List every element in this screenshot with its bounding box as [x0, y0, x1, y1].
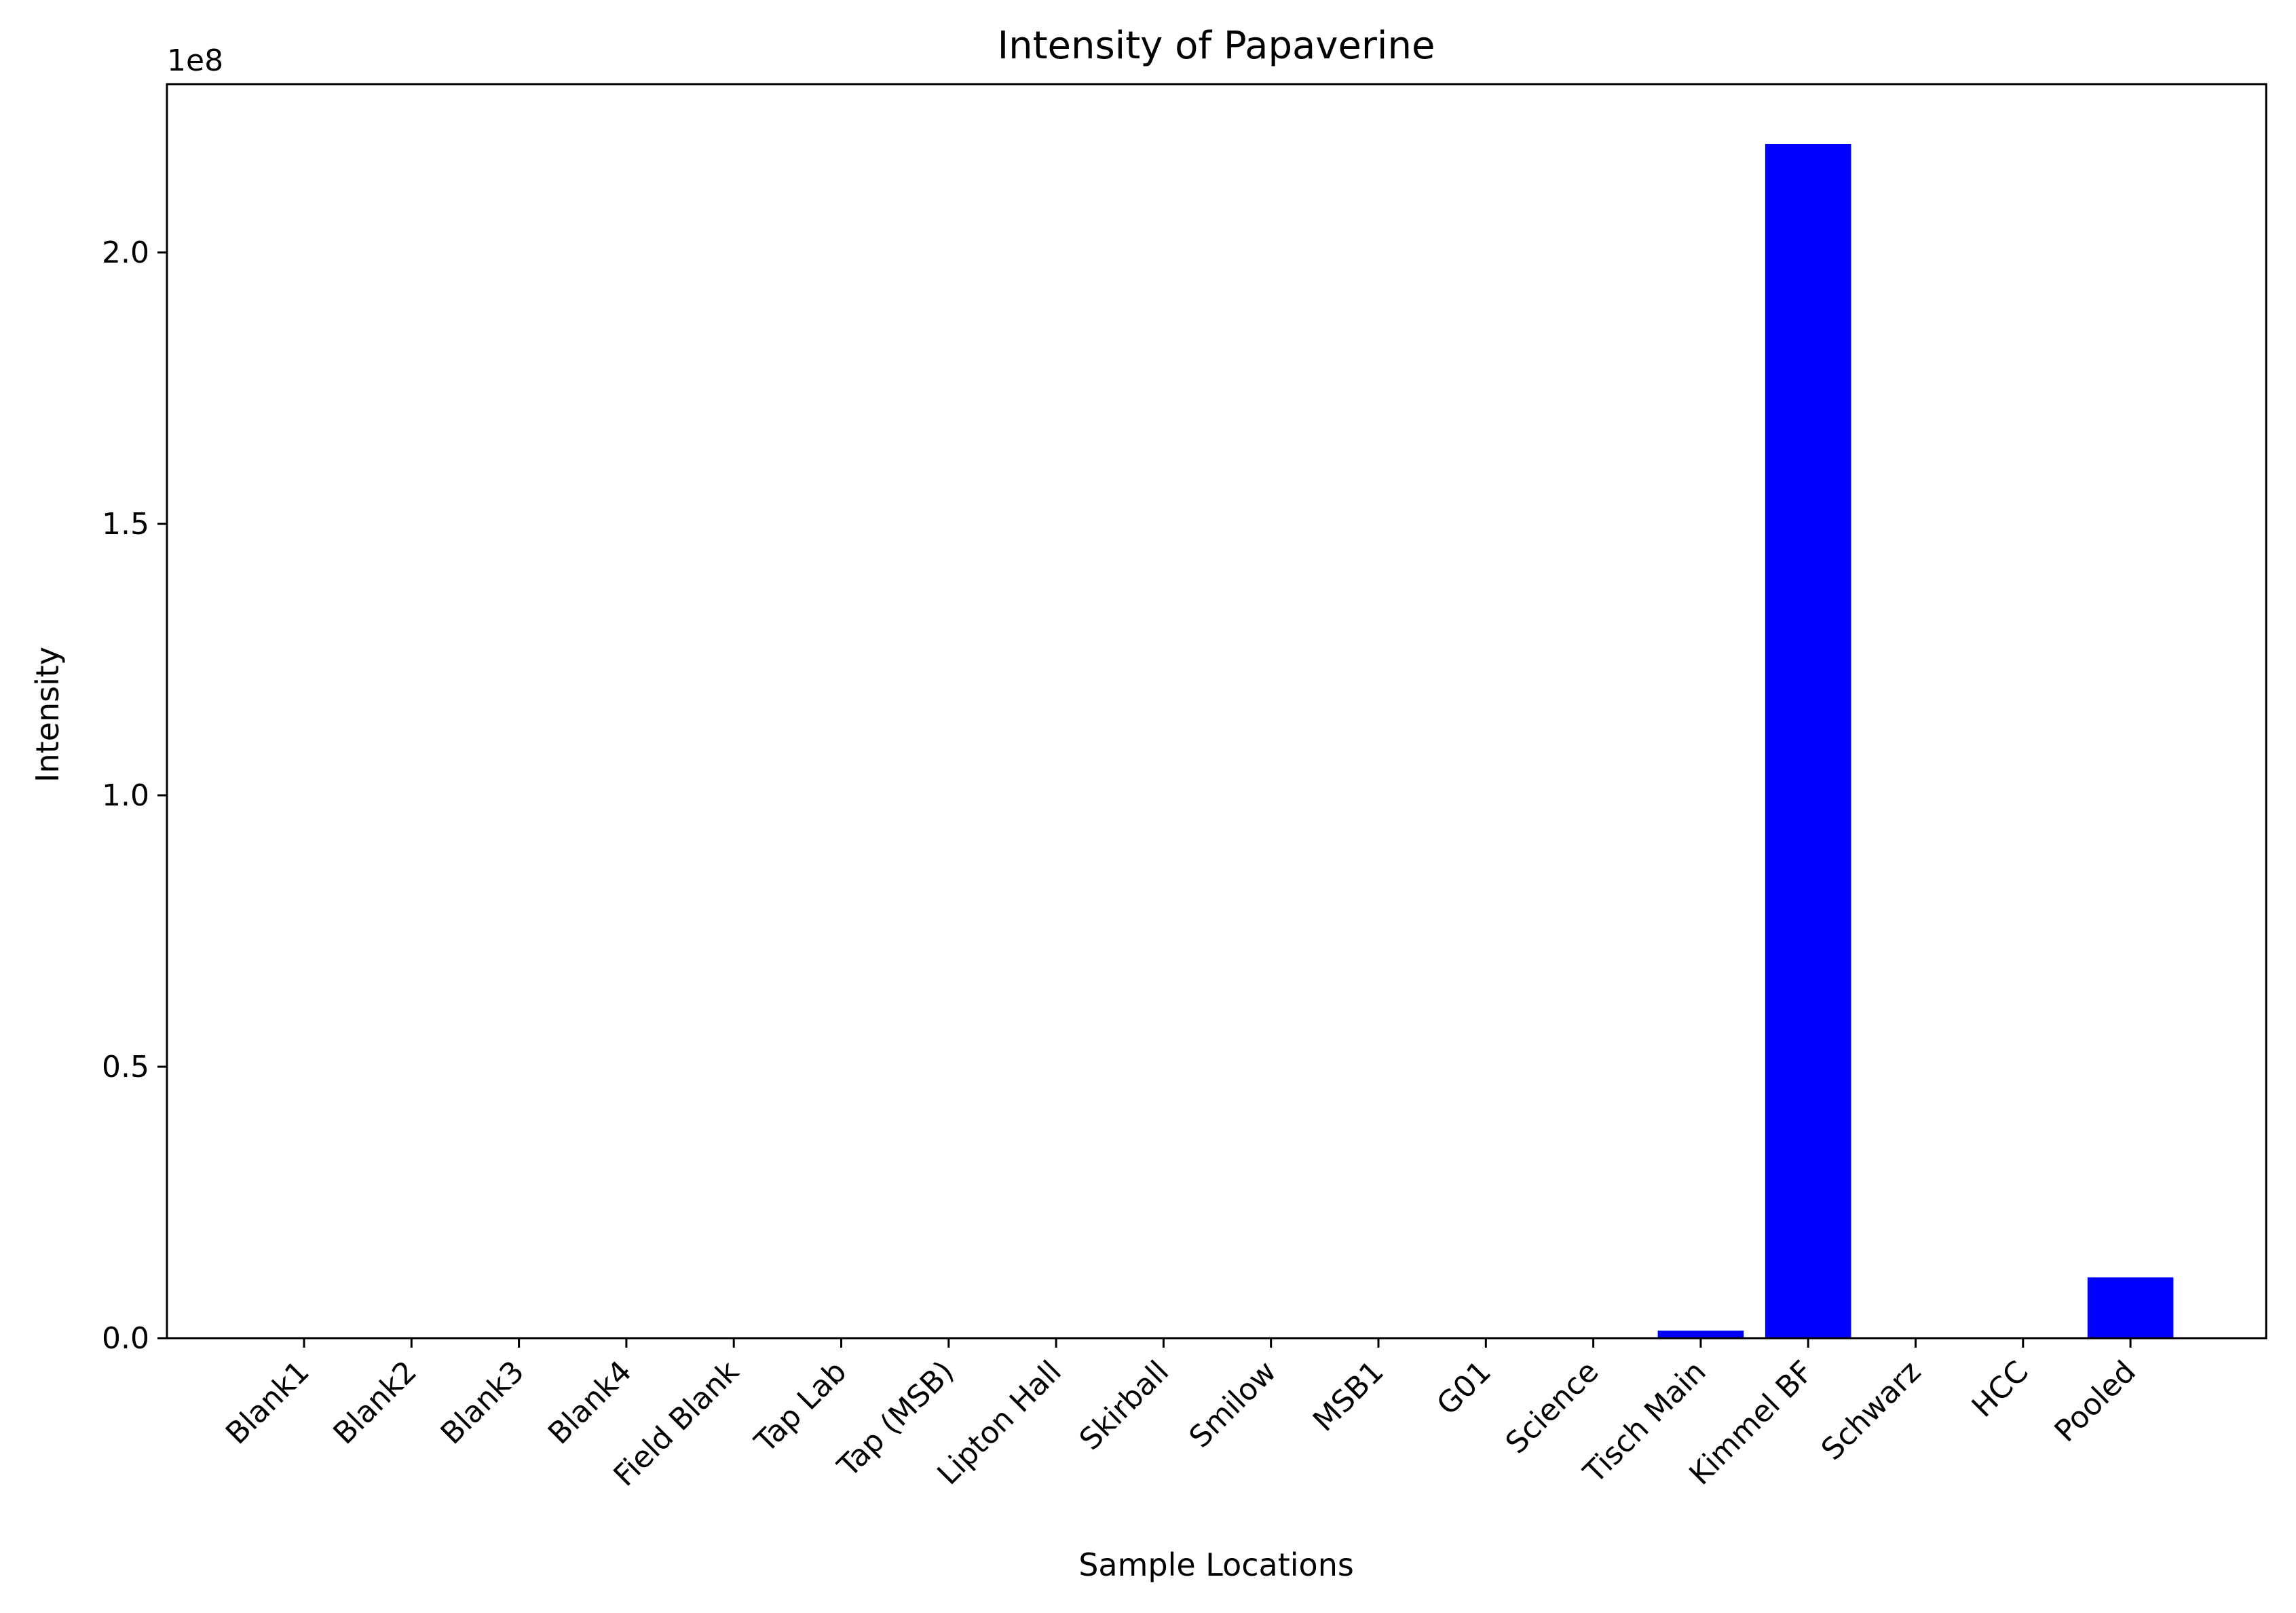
y-axis-label: Intensity	[29, 647, 66, 782]
plot-area-frame	[166, 83, 2267, 1340]
x-axis-label: Sample Locations	[1078, 1546, 1354, 1583]
x-tick-label: Tap Lab	[748, 1354, 853, 1460]
x-tick-label: HCC	[1965, 1354, 2035, 1424]
y-tick-label: 1.5	[102, 507, 149, 542]
x-tick-label: Blank2	[326, 1354, 424, 1451]
x-tick-label: Science	[1499, 1354, 1606, 1461]
x-tick-label: G01	[1430, 1354, 1498, 1422]
x-tick-label: Skirball	[1073, 1354, 1175, 1457]
y-tick-label: 0.5	[102, 1050, 149, 1084]
x-tick-label: Blank4	[542, 1354, 639, 1451]
y-tick-label: 1.0	[102, 778, 149, 813]
y-tick-label: 2.0	[102, 235, 149, 270]
x-tick-label: MSB1	[1306, 1354, 1391, 1439]
bar-tisch-main	[1657, 1330, 1744, 1338]
bar-kimmel-bf	[1765, 144, 1851, 1338]
x-tick-label: Schwarz	[1815, 1354, 1927, 1467]
y-tick-label: 0.0	[102, 1321, 149, 1356]
x-tick-label: Blank3	[434, 1354, 531, 1451]
x-tick-label: Smilow	[1183, 1354, 1283, 1455]
chart-title: Intensity of Papaverine	[998, 24, 1435, 68]
x-tick-label: Blank1	[219, 1354, 316, 1451]
bars-layer	[1657, 144, 2174, 1338]
y-ticks: 0.0 0.5 1.0 1.5 2.0	[102, 235, 167, 1356]
x-tick-label: Pooled	[2048, 1354, 2143, 1449]
bar-pooled	[2087, 1277, 2174, 1338]
y-axis-offset-label: 1e8	[167, 43, 223, 78]
